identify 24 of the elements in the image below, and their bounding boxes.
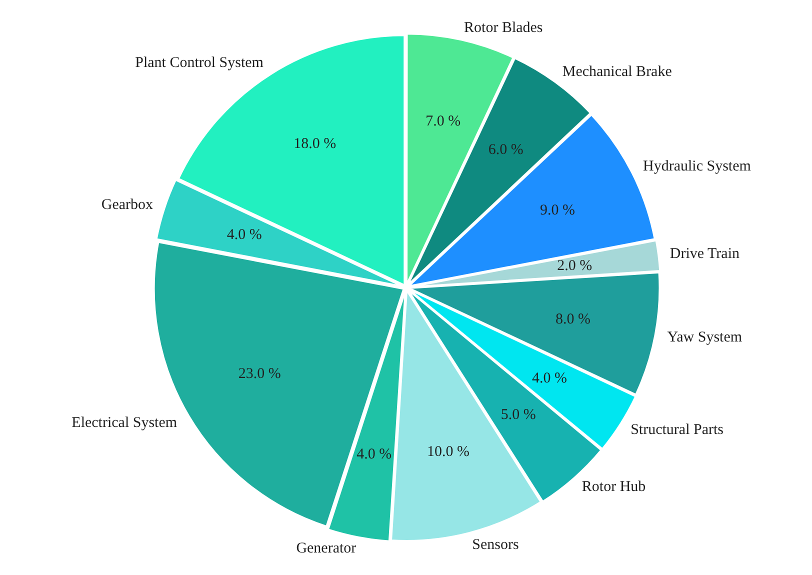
- data-label: 23.0 %: [238, 366, 281, 382]
- slice-label: Structural Parts: [630, 422, 724, 438]
- data-label: 2.0 %: [557, 258, 592, 274]
- slice-label: Drive Train: [670, 246, 740, 262]
- slice-label: Yaw System: [667, 329, 742, 346]
- data-label: 9.0 %: [540, 202, 575, 218]
- data-label: 8.0 %: [555, 311, 590, 328]
- slice-label: Generator: [296, 540, 356, 557]
- data-label: 4.0 %: [226, 226, 262, 243]
- slice-label: Rotor Hub: [582, 478, 646, 495]
- data-label: 5.0 %: [500, 406, 536, 423]
- slice-label: Electrical System: [72, 414, 178, 431]
- data-label: 6.0 %: [488, 142, 524, 158]
- slice-label: Plant Control System: [135, 54, 264, 71]
- data-label: 10.0 %: [427, 444, 470, 460]
- data-label: 4.0 %: [532, 370, 568, 387]
- slice-label: Gearbox: [101, 197, 154, 214]
- data-label: 18.0 %: [294, 136, 336, 152]
- data-label: 7.0 %: [426, 114, 461, 130]
- slice-label: Mechanical Brake: [562, 64, 672, 80]
- slice-label: Rotor Blades: [464, 20, 543, 36]
- data-label: 4.0 %: [356, 446, 392, 462]
- slice-label: Sensors: [472, 537, 519, 554]
- slice-label: Hydraulic System: [643, 158, 752, 175]
